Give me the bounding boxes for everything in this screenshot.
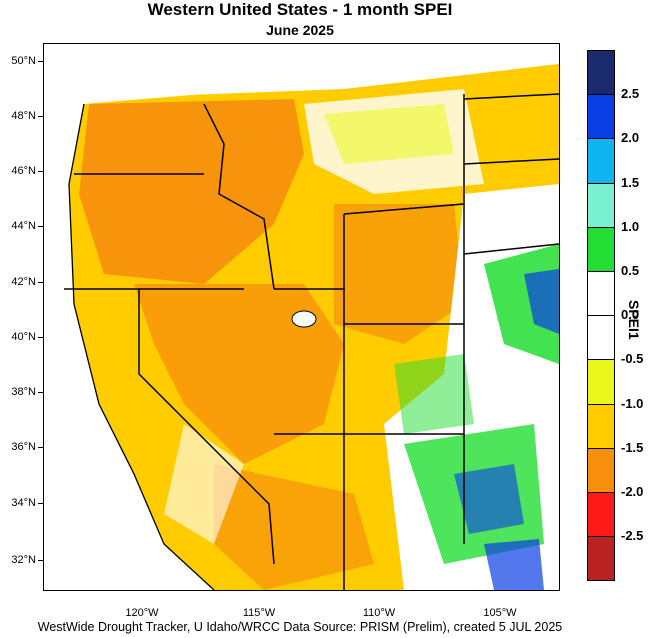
lat-tick-40 [38, 337, 43, 338]
lon-label-110w: 110°W [362, 607, 396, 619]
great-salt-lake [291, 310, 317, 328]
map-subtitle: June 2025 [266, 22, 334, 38]
colorbar-label: 0.5 [621, 263, 640, 278]
lat-label-48: 48°N [11, 110, 36, 122]
colorbar-segment [587, 315, 615, 361]
dry-region-northwest [79, 99, 304, 284]
colorbar-label: 0.0 [621, 307, 640, 323]
dry-region-southwest [214, 464, 374, 590]
colorbar-label: -0.5 [621, 351, 644, 367]
lat-label-40: 40°N [11, 331, 36, 343]
lat-tick-46 [38, 171, 43, 172]
lat-label-44: 44°N [11, 220, 36, 232]
colorbar-label: 1.5 [621, 174, 640, 190]
lon-label-120w: 120°W [125, 607, 159, 619]
state-borders [64, 93, 559, 590]
colorbar-segment [587, 94, 615, 140]
colorbar-segment [587, 536, 615, 582]
colorbar-segment [587, 359, 615, 405]
wet-region-texas-blue [484, 539, 544, 590]
mild-dry-montana [324, 104, 454, 164]
lat-label-42: 42°N [11, 276, 36, 288]
colorbar-segment [587, 492, 615, 538]
lat-tick-48 [38, 116, 43, 117]
neutral-region-southern-california [164, 424, 244, 544]
map-footer: WestWide Drought Tracker, U Idaho/WRCC D… [37, 620, 563, 634]
colorbar-segment [587, 271, 615, 317]
wet-region-new-mexico-blue [454, 464, 524, 534]
colorbar-label: -1.5 [621, 439, 644, 455]
colorbar-label: 2.0 [621, 130, 640, 146]
colorbar-segment [587, 403, 615, 449]
colorbar-title: SPEI1 [626, 300, 642, 340]
dry-region-wyoming [334, 204, 464, 344]
lat-tick-36 [38, 447, 43, 448]
coastline [68, 103, 215, 590]
lat-tick-44 [38, 226, 43, 227]
lat-tick-32 [38, 560, 43, 561]
lat-tick-50 [38, 61, 43, 62]
colorbar-segment [587, 138, 615, 184]
lat-label-32: 32°N [11, 554, 36, 566]
colorbar-label: 2.5 [621, 86, 640, 102]
lat-tick-42 [38, 282, 43, 283]
spei-map [43, 43, 560, 591]
lat-tick-38 [38, 392, 43, 393]
colorbar-label: -2.5 [621, 528, 644, 544]
lat-label-50: 50°N [11, 55, 36, 67]
colorbar-segment [587, 447, 615, 493]
lat-label-46: 46°N [11, 165, 36, 177]
map-title: Western United States - 1 month SPEI [147, 0, 453, 19]
colorbar-label: 1.0 [621, 218, 640, 234]
colorbar-segment [587, 50, 615, 96]
lon-label-105w: 105°W [483, 607, 517, 619]
pacific-ocean [44, 44, 214, 590]
colorbar-label: -2.0 [621, 484, 644, 499]
wet-region-plains-blue [524, 269, 559, 334]
lat-label-36: 36°N [11, 441, 36, 453]
lat-tick-34 [38, 503, 43, 504]
lon-label-115w: 115°W [242, 607, 276, 619]
dry-region-great-basin [134, 284, 344, 464]
lat-label-34: 34°N [11, 497, 36, 509]
colorbar-segment [587, 226, 615, 272]
lat-label-38: 38°N [11, 386, 36, 398]
colorbar-segment [587, 182, 615, 228]
colorbar-label: -1.0 [621, 395, 644, 411]
canada-area [44, 44, 559, 99]
map-canvas [44, 44, 559, 590]
wet-region-colorado-green [394, 354, 474, 434]
